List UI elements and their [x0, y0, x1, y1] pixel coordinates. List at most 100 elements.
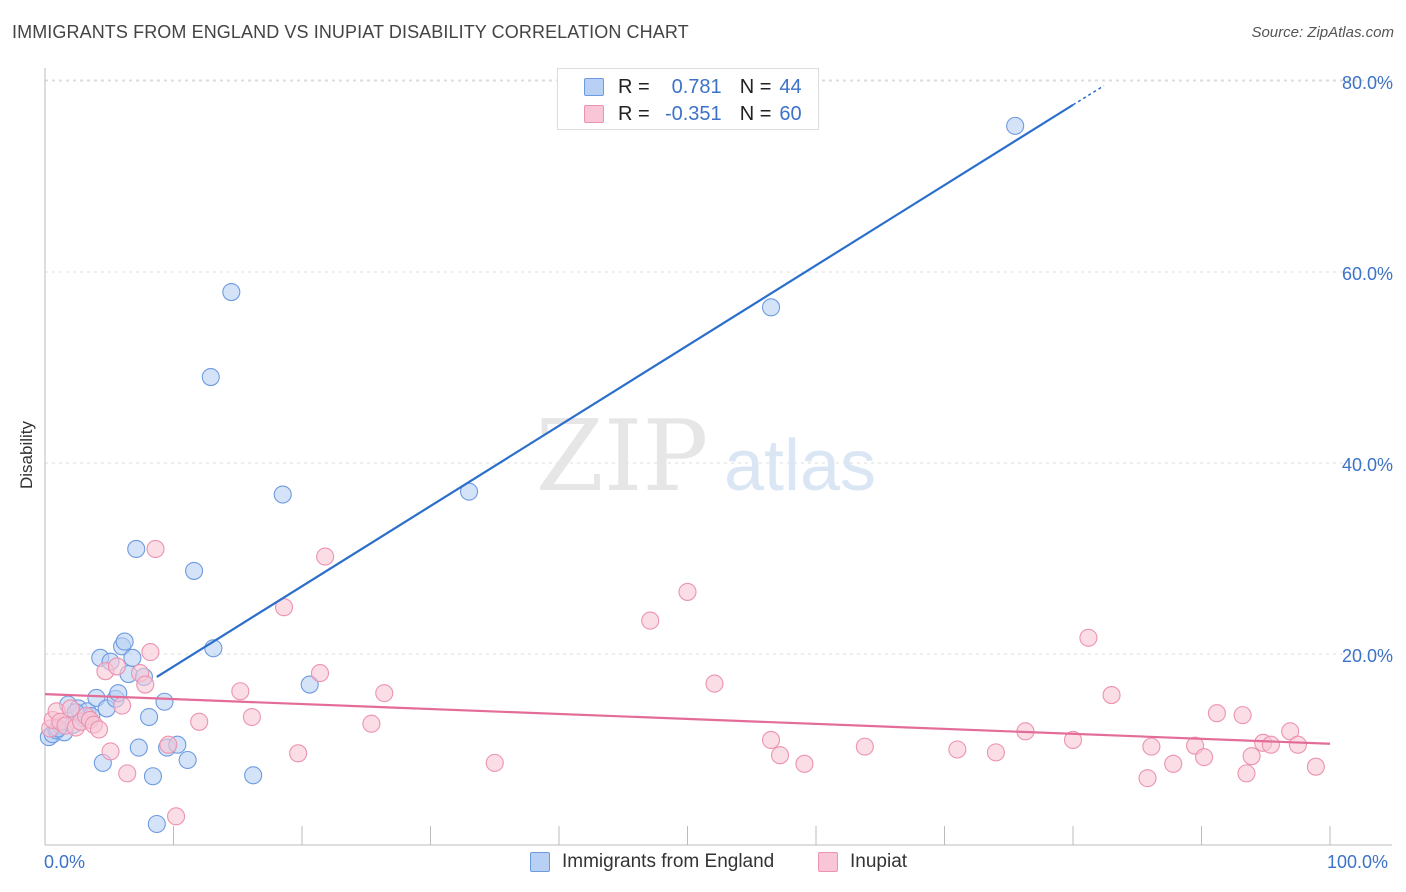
point-inupiat — [1195, 748, 1214, 767]
point-england — [143, 767, 162, 786]
grid-layer — [45, 79, 1392, 655]
y-tick-label: 80.0% — [1341, 73, 1393, 93]
series-legend: Immigrants from England Inupiat — [0, 851, 1406, 879]
point-inupiat — [1281, 722, 1300, 741]
point-inupiat — [1261, 735, 1280, 754]
point-england — [761, 298, 781, 317]
point-inupiat — [89, 720, 109, 739]
point-inupiat — [1079, 628, 1098, 647]
watermark-zip: ZIP — [536, 400, 709, 514]
point-inupiat — [761, 730, 781, 750]
point-inupiat — [1306, 757, 1325, 776]
point-inupiat — [1138, 769, 1157, 788]
legend-r-value: 0.781 — [671, 75, 722, 98]
point-inupiat — [705, 674, 724, 693]
point-inupiat — [316, 547, 335, 566]
point-inupiat — [1102, 686, 1121, 705]
trend-line-england — [156, 103, 1074, 678]
point-inupiat — [242, 707, 261, 727]
point-inupiat — [231, 682, 250, 701]
point-england — [244, 766, 263, 785]
trend-line-inupiat — [44, 693, 1331, 745]
y-tick-label: 20.0% — [1341, 646, 1393, 666]
point-inupiat — [190, 712, 209, 731]
trend-line-england-extension — [1072, 85, 1105, 106]
point-england — [140, 707, 159, 727]
point-inupiat — [948, 740, 967, 759]
trend-layer — [44, 85, 1331, 745]
point-inupiat — [167, 807, 186, 826]
point-inupiat — [986, 743, 1005, 762]
series-legend-inupiat[interactable]: Inupiat — [818, 851, 907, 873]
legend-n-value: 60 — [779, 102, 802, 125]
points-layer — [39, 116, 1325, 834]
point-inupiat — [289, 744, 308, 763]
point-inupiat — [362, 714, 381, 733]
x-tick-label-max: 100.0% — [1327, 852, 1389, 872]
series-swatch-england — [530, 852, 550, 872]
point-inupiat — [641, 611, 660, 630]
point-england — [201, 367, 220, 387]
point-england — [147, 814, 166, 834]
point-inupiat — [375, 684, 394, 703]
point-inupiat — [1142, 737, 1161, 756]
point-inupiat — [1288, 735, 1307, 754]
series-swatch-inupiat — [818, 852, 838, 872]
point-england — [300, 675, 319, 694]
point-inupiat — [1242, 747, 1261, 766]
point-inupiat — [141, 643, 160, 662]
legend-n-value: 44 — [779, 75, 802, 98]
x-tick-label-min: 0.0% — [44, 852, 86, 872]
point-inupiat — [1164, 754, 1183, 773]
point-inupiat — [107, 657, 127, 676]
axis-layer — [44, 68, 1392, 846]
point-inupiat — [485, 753, 504, 772]
point-england — [129, 738, 148, 757]
series-name-england: Immigrants from England — [562, 851, 775, 872]
point-inupiat — [770, 746, 790, 765]
legend-r-value: -0.351 — [664, 102, 722, 125]
point-inupiat — [61, 699, 80, 718]
point-inupiat — [1233, 706, 1252, 725]
y-tick-label: 60.0% — [1341, 264, 1393, 284]
point-england — [273, 485, 292, 504]
point-inupiat — [1207, 704, 1226, 723]
legend-row-inupiat: R = -0.351 N = 60 — [584, 102, 802, 126]
point-inupiat — [1237, 764, 1256, 783]
legend-n-label: N = — [739, 75, 772, 98]
point-inupiat — [118, 764, 137, 783]
point-inupiat — [101, 742, 120, 761]
point-inupiat — [678, 582, 697, 601]
point-inupiat — [1063, 730, 1083, 750]
legend-r-label: R = — [618, 102, 650, 125]
legend-n-label: N = — [739, 102, 772, 125]
point-england — [222, 283, 241, 302]
point-inupiat — [310, 664, 330, 683]
watermark: ZIP atlas — [536, 400, 876, 514]
point-england — [1006, 116, 1025, 135]
point-inupiat — [113, 696, 132, 715]
point-inupiat — [146, 539, 165, 559]
point-england — [185, 561, 204, 580]
point-inupiat — [795, 754, 814, 773]
chart-title: IMMIGRANTS FROM ENGLAND VS INUPIAT DISAB… — [12, 22, 689, 42]
legend-r-label: R = — [618, 75, 650, 98]
point-inupiat — [136, 675, 155, 694]
source-label: Source: ZipAtlas.com — [1251, 24, 1394, 41]
point-england — [123, 648, 142, 667]
y-tick-label: 40.0% — [1341, 455, 1393, 475]
legend-row-england: R = 0.781 N = 44 — [584, 75, 802, 99]
point-inupiat — [855, 737, 874, 756]
point-england — [115, 632, 134, 651]
series-name-inupiat: Inupiat — [850, 851, 908, 872]
series-legend-england[interactable]: Immigrants from England — [530, 851, 774, 873]
point-england — [127, 539, 146, 559]
legend-swatch-england — [584, 78, 604, 96]
correlation-legend: R = 0.781 N = 44 R = -0.351 N = 60 — [557, 68, 819, 130]
point-england — [178, 750, 197, 770]
watermark-atlas: atlas — [724, 426, 876, 506]
legend-swatch-inupiat — [584, 105, 604, 123]
point-england — [155, 692, 174, 711]
point-inupiat — [159, 735, 178, 754]
